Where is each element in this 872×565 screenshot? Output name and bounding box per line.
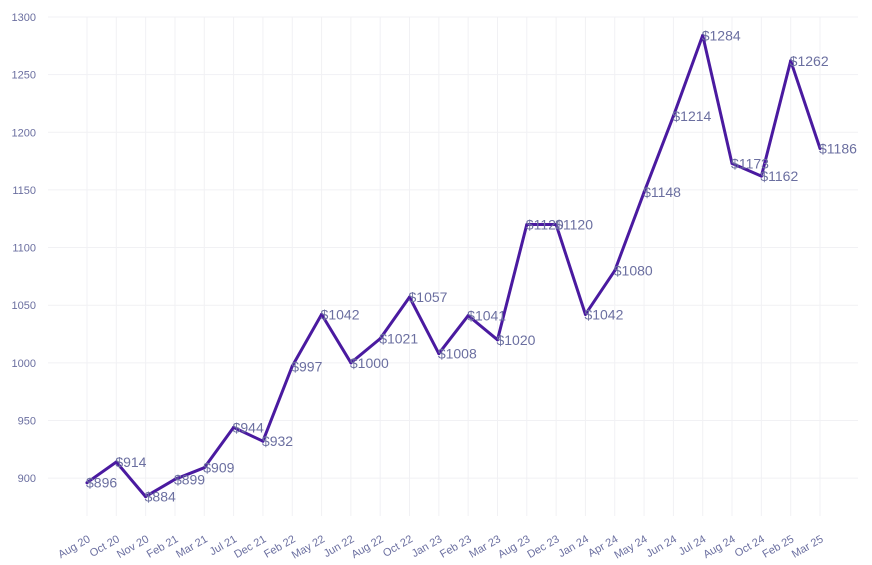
x-tick-label: Jun 24	[644, 533, 679, 560]
data-label: $1042	[321, 306, 360, 322]
data-label: $1020	[496, 332, 535, 348]
data-point	[759, 174, 763, 178]
data-point	[730, 161, 734, 165]
x-tick-label: Jan 24	[556, 533, 591, 560]
data-point	[495, 338, 499, 342]
data-point	[320, 312, 324, 316]
data-label: $1186	[819, 140, 857, 156]
data-point	[349, 361, 353, 365]
data-label: $1008	[438, 346, 477, 362]
x-tick-label: Feb 25	[761, 533, 797, 561]
x-tick-label: Aug 23	[496, 533, 532, 561]
x-tick-label: Aug 22	[349, 533, 385, 561]
data-label: $884	[145, 489, 176, 505]
data-label: $997	[291, 358, 322, 374]
x-tick-label: Oct 20	[88, 533, 122, 560]
x-tick-label: Feb 21	[145, 533, 181, 561]
x-tick-label: Nov 20	[115, 533, 151, 561]
data-point	[114, 460, 118, 464]
y-axis: 900 950 1000 1050 1100 1150 1200 1250 1300	[12, 12, 36, 485]
data-point	[583, 312, 587, 316]
data-point	[671, 114, 675, 118]
data-point	[525, 223, 529, 227]
x-tick-label: Dec 21	[232, 533, 268, 561]
y-tick-label: 1300	[12, 12, 36, 24]
data-label: $1042	[584, 306, 623, 322]
y-tick-label: 1100	[12, 243, 36, 255]
data-point	[408, 295, 412, 299]
data-point	[789, 59, 793, 63]
y-tick-label: 1250	[12, 70, 36, 82]
data-point	[144, 495, 148, 499]
data-label: $1214	[672, 108, 711, 124]
data-point	[466, 314, 470, 318]
x-tick-label: May 24	[612, 533, 649, 561]
data-label: $1148	[643, 184, 681, 200]
data-point	[290, 364, 294, 368]
data-label: $1173	[731, 155, 769, 171]
x-tick-label: Aug 24	[701, 533, 737, 561]
data-point	[613, 269, 617, 273]
y-tick-label: 1050	[12, 300, 36, 312]
y-tick-label: 1000	[12, 358, 36, 370]
data-label: $944	[233, 419, 264, 435]
data-label: $1162	[760, 168, 798, 184]
x-tick-label: Oct 24	[733, 533, 767, 560]
data-point	[261, 439, 265, 443]
x-tick-label: Mar 25	[790, 533, 826, 561]
x-tick-label: Jan 23	[410, 533, 445, 560]
data-label: $1000	[350, 355, 389, 371]
data-point	[378, 337, 382, 341]
series-line-layer	[85, 33, 822, 499]
data-point	[232, 425, 236, 429]
data-point	[554, 223, 558, 227]
x-tick-label: Feb 23	[438, 533, 474, 561]
data-label: $1120	[555, 217, 593, 233]
y-tick-label: 900	[18, 473, 36, 485]
data-label: $1120	[526, 217, 564, 233]
data-label: $932	[262, 433, 293, 449]
x-tick-label: Mar 21	[174, 533, 210, 561]
data-label: $909	[203, 460, 234, 476]
data-label: $1080	[614, 263, 653, 279]
data-label: $1057	[409, 289, 448, 305]
data-label: $1041	[467, 308, 506, 324]
data-point	[437, 352, 441, 356]
x-tick-label: Mar 23	[467, 533, 503, 561]
y-tick-label: 950	[18, 415, 36, 427]
data-label: $899	[174, 471, 205, 487]
data-label: $1262	[790, 53, 829, 69]
data-label-layer: $896 $914 $884 $899$909 $944$932 $997 $1042 $10…	[86, 27, 857, 504]
data-point	[701, 33, 705, 37]
data-point	[818, 146, 822, 150]
data-point	[202, 466, 206, 470]
data-label: $896	[86, 475, 117, 491]
data-point	[85, 481, 89, 485]
data-point	[642, 190, 646, 194]
x-tick-label: Oct 22	[381, 533, 415, 560]
y-tick-label: 1150	[12, 185, 36, 197]
grid-layer	[48, 16, 858, 516]
data-label: $1284	[702, 27, 741, 43]
data-label: $914	[115, 454, 146, 470]
data-label: $1021	[379, 331, 418, 347]
x-tick-label: Jun 22	[322, 533, 357, 560]
data-point	[173, 477, 177, 481]
x-tick-label: May 22	[290, 533, 327, 561]
x-tick-label: Dec 23	[525, 533, 561, 561]
y-tick-label: 1200	[12, 127, 36, 139]
series-line	[85, 33, 822, 499]
x-tick-label: Aug 20	[56, 533, 92, 561]
